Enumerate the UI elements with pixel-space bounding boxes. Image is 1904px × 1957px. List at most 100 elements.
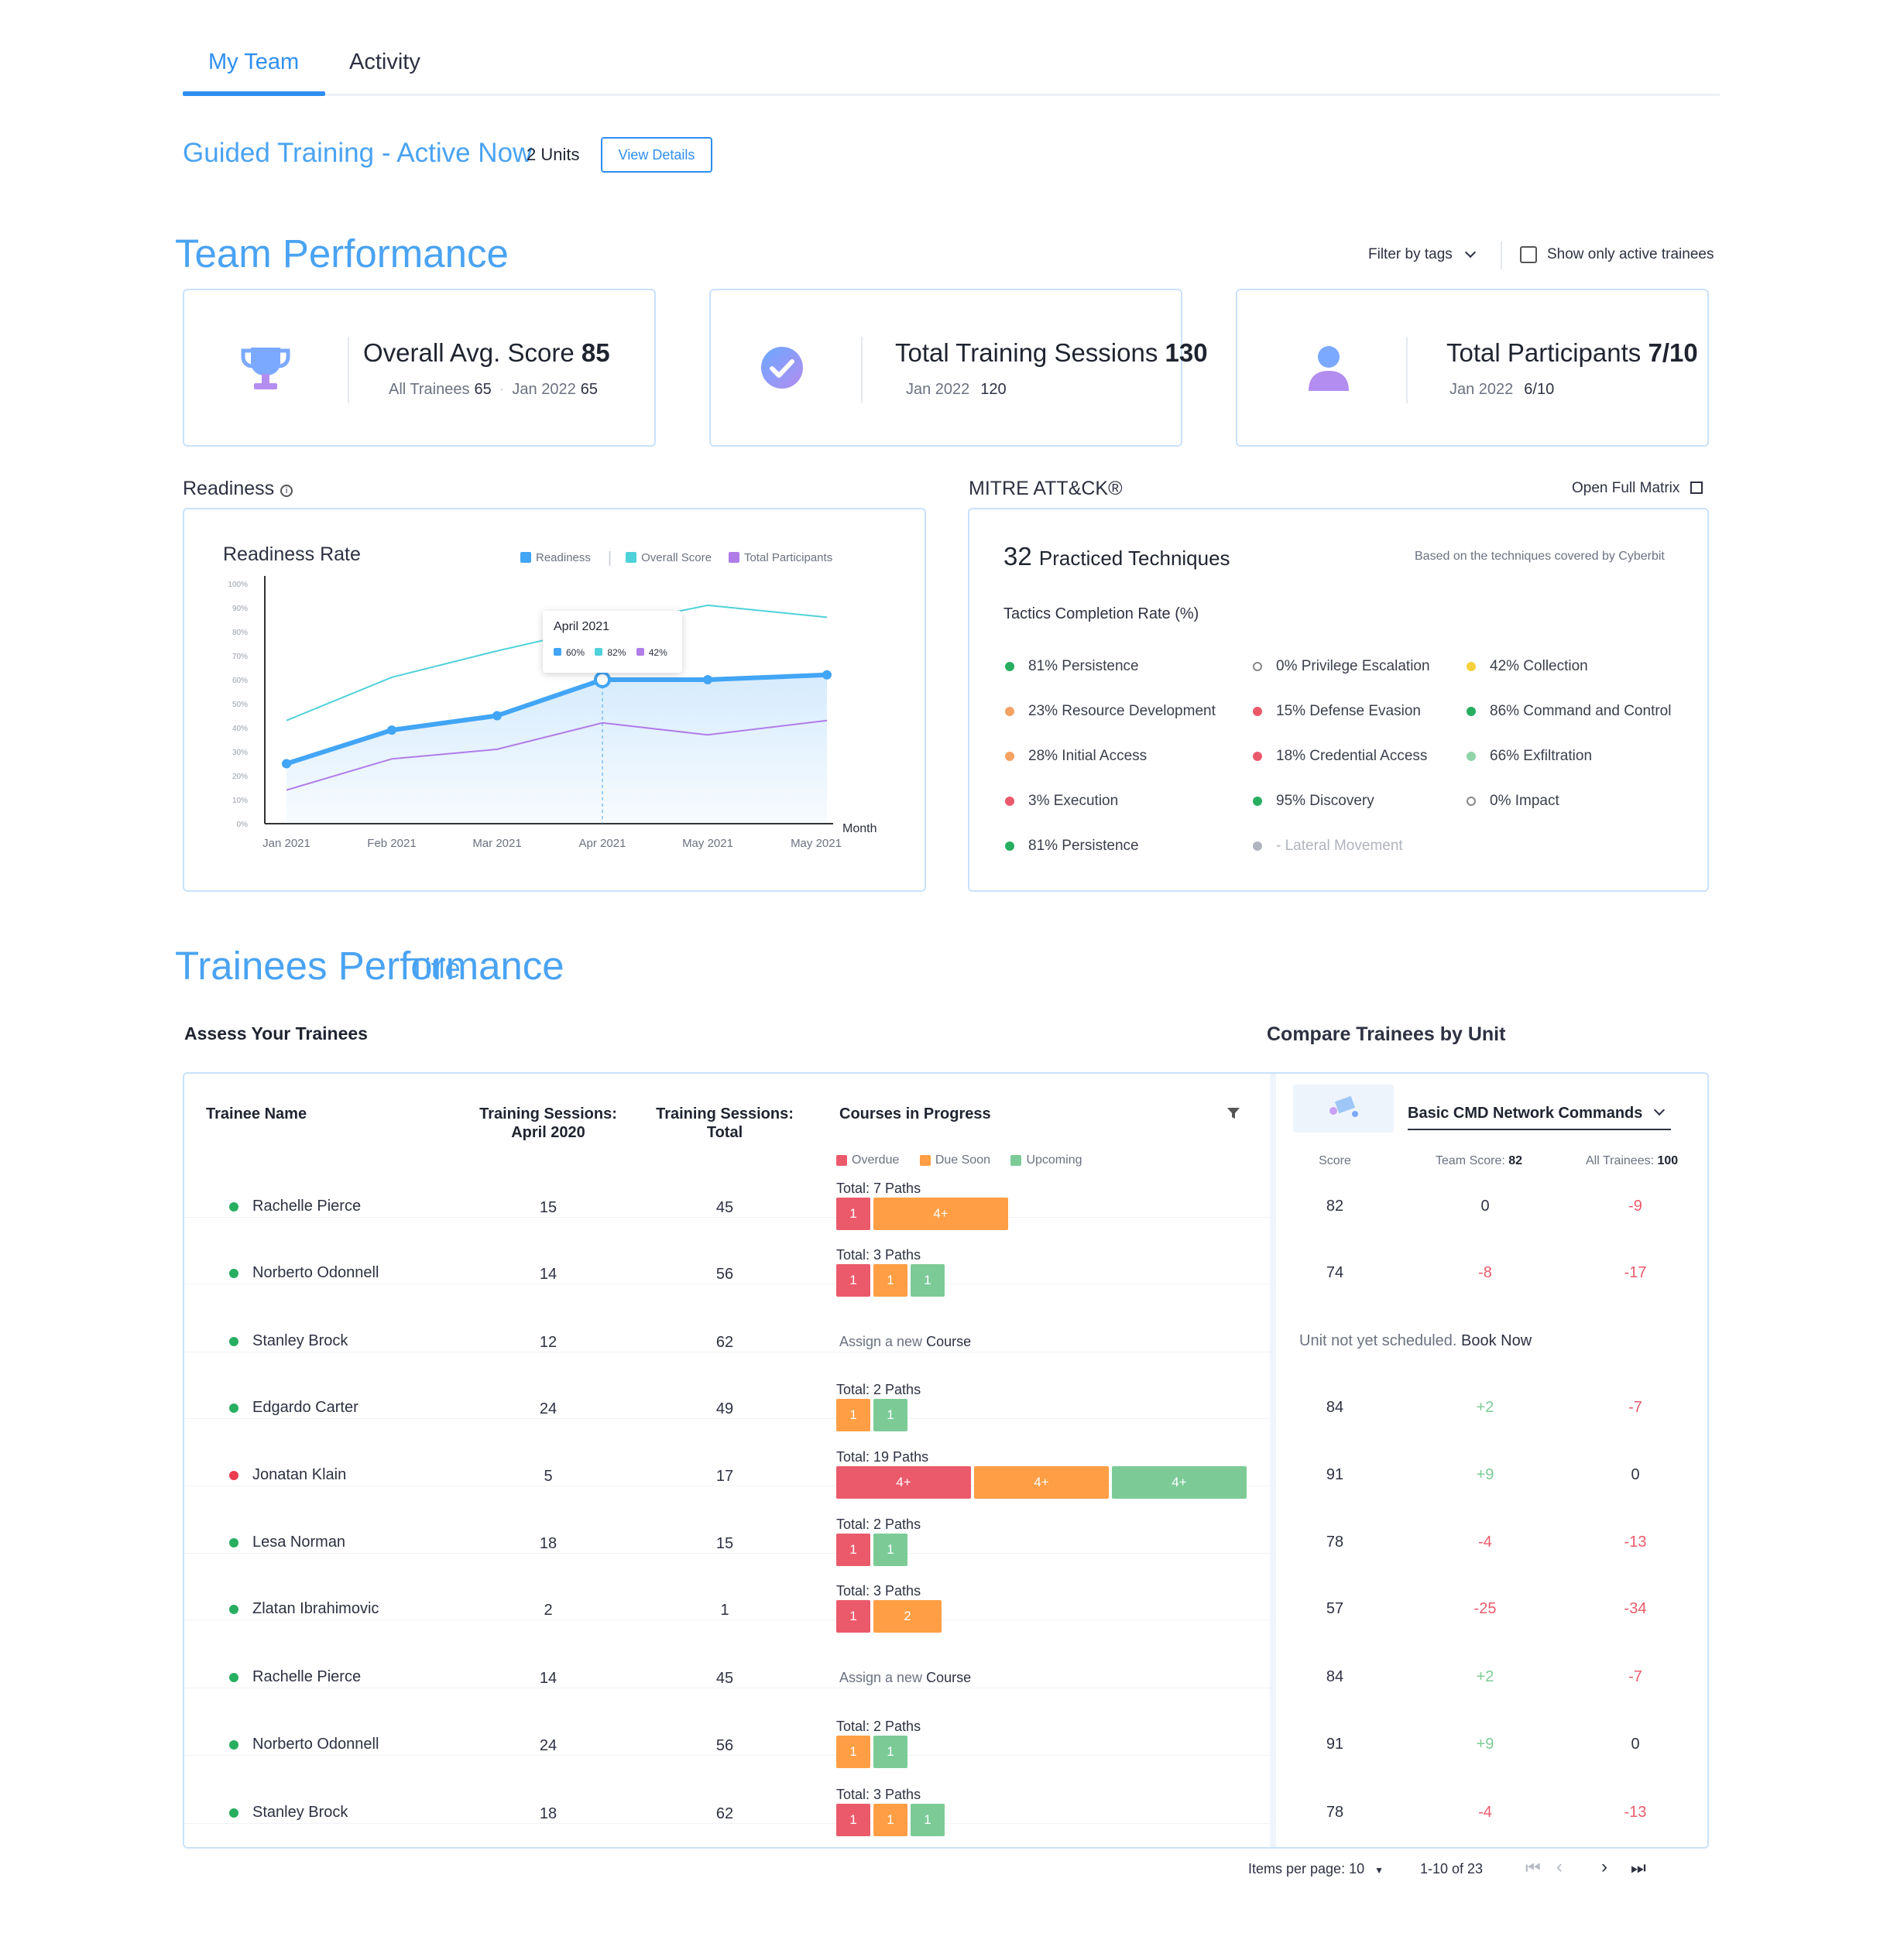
assign-course-link[interactable]: Assign a new Course — [839, 1334, 972, 1349]
unit-select[interactable]: Basic CMD Network Commands — [1408, 1104, 1671, 1130]
tactic-label: 0% Privilege Escalation — [1276, 658, 1430, 674]
all-trainees-diff: -13 — [1624, 1804, 1647, 1821]
practiced-techniques: 32 Practiced Techniques — [1003, 542, 1230, 571]
sessions-total: 62 — [715, 1805, 734, 1822]
tactic-item: 3% Execution — [1005, 793, 1118, 810]
tactic-label: - Lateral Movement — [1276, 838, 1403, 854]
card-divider — [348, 337, 349, 403]
trainee-name[interactable]: Jonatan Klain — [252, 1466, 347, 1483]
trainee-name[interactable]: Rachelle Pierce — [252, 1198, 362, 1215]
kpi-card-participants: Total Participants 7/10 Jan 2022 6/10 — [1236, 289, 1709, 447]
filter-by-tags-dropdown[interactable]: Filter by tags — [1368, 246, 1476, 263]
tactic-label: 81% Persistence — [1028, 658, 1139, 674]
course-segment[interactable]: 1 — [836, 1600, 870, 1633]
table-row — [184, 1689, 1276, 1756]
course-segment[interactable]: 1 — [836, 1198, 870, 1230]
assign-course-link[interactable]: Assign a new Course — [839, 1670, 972, 1685]
sessions-total: 45 — [715, 1670, 734, 1687]
tactic-label: 42% Collection — [1490, 658, 1588, 674]
next-page-icon[interactable]: › — [1601, 1856, 1607, 1877]
items-per-page[interactable]: Items per page: 10 ▼ — [1248, 1861, 1384, 1876]
trainee-name[interactable]: Zlatan Ibrahimovic — [252, 1600, 379, 1617]
course-segment[interactable]: 2 — [873, 1600, 942, 1633]
user-icon — [1307, 344, 1350, 398]
course-segment[interactable]: 1 — [836, 1804, 870, 1836]
all-trainees-diff: 0 — [1631, 1736, 1640, 1753]
course-segment[interactable]: 1 — [873, 1534, 907, 1566]
paths-total-label: Total: 2 Paths — [836, 1517, 921, 1532]
trainee-name[interactable]: Norberto Odonnell — [252, 1736, 379, 1753]
tactic-item: 81% Persistence — [1005, 658, 1139, 675]
readiness-point — [492, 711, 502, 721]
all-trainees-diff: -7 — [1628, 1668, 1642, 1685]
tab-my-team[interactable]: My Team — [208, 50, 300, 74]
readiness-chart: 0% 10% 20% 30% 40% 50% 60% 70% 80% 90% 100% Jan 202… — [228, 576, 842, 850]
tactic-item: 86% Command and Control — [1467, 703, 1671, 720]
legend-upcoming: Upcoming — [1010, 1153, 1082, 1167]
course-segment[interactable]: 4+ — [836, 1466, 971, 1499]
score-value: 91 — [1326, 1736, 1344, 1753]
course-segment[interactable]: 1 — [911, 1804, 945, 1836]
prev-page-icon[interactable]: ‹ — [1556, 1856, 1563, 1877]
header-team-score: Team Score: 82 — [1436, 1154, 1523, 1167]
first-page-icon[interactable]: ⏮ — [1525, 1858, 1541, 1877]
active-trainees-checkbox[interactable] — [1520, 246, 1537, 263]
status-dot — [1253, 752, 1262, 761]
tactic-label: 3% Execution — [1028, 793, 1119, 809]
trainee-name[interactable]: Stanley Brock — [252, 1332, 348, 1349]
course-segment[interactable]: 4+ — [974, 1466, 1109, 1499]
open-full-matrix-link[interactable]: Open Full Matrix — [1572, 480, 1703, 497]
kpi-title: Total Participants 7/10 — [1446, 338, 1698, 367]
trainee-name[interactable]: Lesa Norman — [252, 1534, 346, 1551]
last-page-icon[interactable]: ⏭ — [1631, 1858, 1646, 1877]
all-trainees-diff: -9 — [1628, 1198, 1642, 1215]
info-icon[interactable]: i — [280, 485, 293, 497]
course-segment[interactable]: 4+ — [873, 1198, 1008, 1230]
units-count: 2 Units — [527, 145, 580, 164]
course-segment[interactable]: 1 — [873, 1264, 907, 1297]
status-dot — [1253, 662, 1262, 671]
book-now-link[interactable]: Book Now — [1461, 1332, 1532, 1349]
course-segment[interactable]: 1 — [873, 1804, 907, 1836]
course-segment[interactable]: 1 — [836, 1399, 870, 1431]
x-tick-label: May 2021 — [682, 837, 733, 850]
sessions-total: 1 — [720, 1602, 729, 1619]
filter-icon[interactable] — [1226, 1106, 1240, 1124]
course-segment[interactable]: 1 — [911, 1264, 945, 1297]
section-divider — [1270, 1074, 1276, 1847]
course-segment[interactable]: 1 — [873, 1736, 907, 1768]
tab-activity[interactable]: Activity — [349, 50, 420, 74]
course-segment[interactable]: 1 — [873, 1399, 907, 1431]
sessions-total: 15 — [715, 1535, 734, 1552]
trainee-name[interactable]: Norberto Odonnell — [252, 1264, 379, 1281]
sessions-total: 62 — [715, 1334, 734, 1351]
status-dot — [1467, 662, 1476, 671]
divider — [1501, 242, 1502, 269]
course-segment[interactable]: 1 — [836, 1736, 870, 1768]
readiness-label: Readiness i — [183, 478, 293, 500]
status-dot — [229, 1337, 238, 1346]
legend-total-participants: Total Participants — [728, 551, 832, 564]
card-divider — [861, 337, 863, 403]
status-dot — [1467, 707, 1476, 716]
card-divider — [1406, 337, 1408, 403]
course-segment[interactable]: 4+ — [1112, 1466, 1247, 1499]
table-row — [184, 1757, 1276, 1824]
course-segment[interactable]: 1 — [836, 1534, 870, 1566]
trainee-name[interactable]: Rachelle Pierce — [252, 1668, 362, 1685]
trainee-name[interactable]: Edgardo Carter — [252, 1399, 359, 1416]
status-dot — [1005, 752, 1014, 761]
y-tick-label: 10% — [232, 797, 248, 805]
view-details-button[interactable]: View Details — [601, 137, 712, 173]
course-segment[interactable]: 1 — [836, 1264, 870, 1297]
sessions-april: 12 — [539, 1334, 557, 1351]
active-tab-indicator — [183, 91, 325, 96]
tactic-item: 0% Privilege Escalation — [1253, 658, 1430, 675]
all-trainees-diff: -13 — [1624, 1534, 1647, 1551]
table-row — [184, 1420, 1276, 1486]
table-row — [184, 1487, 1276, 1554]
sessions-total: 45 — [715, 1199, 734, 1216]
page-range: 1-10 of 23 — [1420, 1861, 1484, 1876]
trainee-name[interactable]: Stanley Brock — [252, 1804, 348, 1821]
readiness-point — [703, 675, 712, 684]
